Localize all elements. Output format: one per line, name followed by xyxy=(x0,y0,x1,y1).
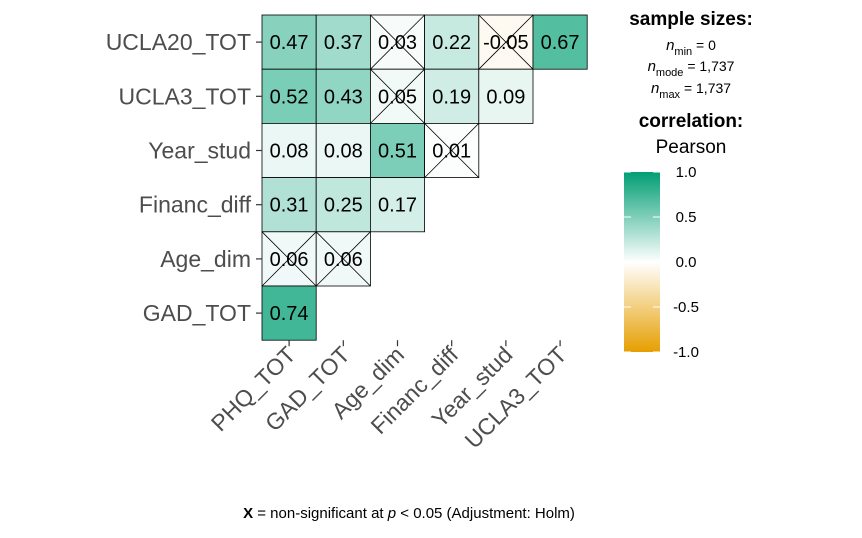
cell-value-label: 0.43 xyxy=(324,86,363,108)
cell-value-label: 0.19 xyxy=(432,86,471,108)
legend-sample-sizes: sample sizes: nmin = 0 nmode = 1,737 nma… xyxy=(629,9,753,101)
cell-value-label: 0.08 xyxy=(324,141,363,163)
cell-value-label: 0.01 xyxy=(432,141,471,163)
cell-value-label: 0.51 xyxy=(378,141,417,163)
cell-value-label: 0.67 xyxy=(541,32,580,54)
legend-sample-title: sample sizes: xyxy=(629,9,753,30)
legend-correlation: correlation: Pearson 1.0 0.5 0.0 -0.5 -1.0 xyxy=(624,111,743,361)
cell-value-label: 0.08 xyxy=(270,141,309,163)
y-tick-label: Age_dim xyxy=(160,246,251,272)
colorbar-tick-label: -1.0 xyxy=(673,344,699,361)
cell-value-label: -0.05 xyxy=(483,32,529,54)
heatmap-cell xyxy=(424,68,480,124)
heatmap-cell xyxy=(532,14,588,70)
cell-value-label: 0.37 xyxy=(324,32,363,54)
y-tick-label: Year_stud xyxy=(148,138,251,164)
y-axis: UCLA20_TOT UCLA3_TOT Year_stud Financ_diff A… xyxy=(106,29,262,326)
cell-value-label: 0.09 xyxy=(486,86,525,108)
legend-corr-title: correlation: xyxy=(639,111,744,132)
cell-value-label: 0.47 xyxy=(270,32,309,54)
legend-n-max: nmax = 1,737 xyxy=(651,80,731,101)
x-axis: PHQ_TOTGAD_TOTAge_dimFinanc_diffYear_stu… xyxy=(206,340,572,453)
cell-value-label: 0.03 xyxy=(378,32,417,54)
cell-value-label: 0.25 xyxy=(324,195,363,217)
heatmap-cells: 0.47 0.37 0.03 0.22 -0.05 0.67 0.52 0.43 0.05 0.1… xyxy=(261,14,588,341)
heatmap-cell xyxy=(478,68,534,124)
heatmap-cell xyxy=(315,177,371,233)
caption: X = non-significant at p < 0.05 (Adjustm… xyxy=(243,505,575,522)
cell-value-label: 0.52 xyxy=(270,86,309,108)
heatmap-cell xyxy=(369,123,425,179)
legend-corr-subtitle: Pearson xyxy=(656,137,727,158)
nonsig-cross-line xyxy=(370,14,425,70)
colorbar-ticks: 1.0 0.5 0.0 -0.5 -1.0 xyxy=(624,164,699,361)
colorbar-tick-label: -0.5 xyxy=(673,299,699,316)
colorbar-tick-label: 0.5 xyxy=(676,209,697,226)
cell-value-label: 0.06 xyxy=(324,249,363,271)
y-tick-label: UCLA3_TOT xyxy=(118,83,251,109)
y-tick-label: Financ_diff xyxy=(139,192,252,218)
heatmap-cell xyxy=(369,177,425,233)
colorbar-tick-label: 0.0 xyxy=(676,254,697,271)
cell-value-label: 0.31 xyxy=(270,195,309,217)
cell-value-label: 0.05 xyxy=(378,86,417,108)
cell-value-label: 0.17 xyxy=(378,195,417,217)
y-tick-label: UCLA20_TOT xyxy=(106,29,251,55)
legend-n-min: nmin = 0 xyxy=(666,37,716,58)
heatmap-cell xyxy=(261,14,317,70)
heatmap-cell xyxy=(315,14,371,70)
nonsig-cross-line xyxy=(315,231,371,287)
cell-value-label: 0.22 xyxy=(432,32,471,54)
nonsig-cross-line xyxy=(478,14,534,70)
cell-value-label: 0.06 xyxy=(270,249,309,271)
cell-value-label: 0.74 xyxy=(270,303,309,325)
heatmap-cell xyxy=(315,123,371,179)
heatmap-cell xyxy=(424,14,480,70)
colorbar-tick-label: 1.0 xyxy=(676,164,697,181)
nonsig-cross-line xyxy=(370,68,425,124)
nonsig-cross-line xyxy=(261,231,317,287)
y-tick-label: GAD_TOT xyxy=(143,300,251,326)
heatmap-cell xyxy=(261,177,317,233)
nonsig-cross-line xyxy=(424,123,480,178)
heatmap-cell xyxy=(261,123,317,179)
legend-n-mode: nmode = 1,737 xyxy=(648,58,735,79)
